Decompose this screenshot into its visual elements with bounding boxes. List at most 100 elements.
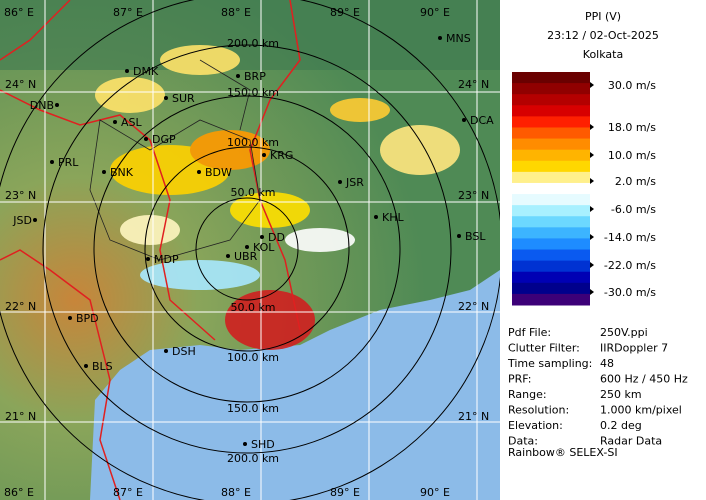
info-key: PRF: [508,373,531,386]
color-step [512,105,590,117]
place-dot [457,234,461,238]
place-dot [338,180,342,184]
place-label: KHL [382,211,404,224]
legend-arrow [590,234,594,240]
color-step [512,138,590,151]
place-label: BNK [110,166,134,179]
place-label: BSL [465,230,486,243]
place-dot [262,153,266,157]
latitude-label: 21° N [5,410,36,423]
color-step [512,127,590,140]
range-label: 150.0 km [227,402,279,415]
place-label: KOL [253,241,275,254]
info-key: Pdf File: [508,326,551,339]
graticule [0,0,500,500]
place-dot [113,120,117,124]
range-label: 100.0 km [227,136,279,149]
range-label: 50.0 km [230,186,275,199]
color-step [512,194,590,206]
place-label: BPD [76,312,99,325]
longitude-label: 86° E [4,6,34,19]
place-label: DD [268,231,285,244]
color-step [512,282,590,295]
place-label: DGP [152,133,176,146]
map-text: 86° E 86° E 87° E 87° E 88° E 88° E 89° E 89° E… [4,6,494,499]
place-dot [144,137,148,141]
place-dot [33,218,37,222]
place-dot [197,170,201,174]
legend-label: 18.0 m/s [608,121,656,134]
place-label: BLS [92,360,113,373]
place-label: KRG [270,149,293,162]
longitude-label: 87° E [113,6,143,19]
station: Kolkata [583,48,623,61]
legend-arrow [590,124,594,130]
legend-label: 2.0 m/s [615,175,656,188]
place-label: BDW [205,166,232,179]
place-label: MNS [446,32,471,45]
place-dot [374,215,378,219]
time: 23:12 / 02-Oct-2025 [547,29,659,42]
latitude-label: 21° N [458,410,489,423]
color-step [512,227,590,239]
info-key: Elevation: [508,419,563,432]
color-step [512,116,590,128]
place-dot [164,349,168,353]
longitude-label: 89° E [330,486,360,499]
legend-label: -6.0 m/s [611,203,656,216]
longitude-label: 88° E [221,486,251,499]
color-step [512,72,590,84]
place-dot [438,36,442,40]
place-dot [226,254,230,258]
latitude-label: 24° N [458,78,489,91]
color-step [512,171,590,184]
place-dot [164,96,168,100]
place-label: JSR [345,176,364,189]
place-label: ASL [121,116,143,129]
latitude-label: 24° N [5,78,36,91]
echoes [95,45,460,350]
range-label: 50.0 km [230,301,275,314]
longitude-label: 87° E [113,486,143,499]
info-value: 48 [600,357,614,370]
info-key: Resolution: [508,404,569,417]
info-value: Radar Data [600,435,662,448]
info-value: 250 km [600,388,642,401]
sea [90,270,500,500]
legend-arrow [590,206,594,212]
color-step [512,271,590,284]
place-dot [68,316,72,320]
place-label: DCA [470,114,494,127]
place-dot [102,170,106,174]
legend-label: 10.0 m/s [608,149,656,162]
districts [89,59,261,261]
place-label: DMK [133,65,159,78]
color-step [512,83,590,95]
range-label: 150.0 km [227,86,279,99]
info-key: Range: [508,388,547,401]
info-value: 250V.ppi [600,326,648,339]
legend-arrow [590,152,594,158]
legend-label: -14.0 m/s [604,231,656,244]
place-label: SHD [251,438,275,451]
range-label: 200.0 km [227,37,279,50]
color-step [512,238,590,251]
legend-label: -30.0 m/s [604,286,656,299]
colorbar: 30.0 m/s 18.0 m/s 10.0 m/s 2.0 m/s -6.0 m/s -… [512,72,656,306]
place-dot [146,257,150,261]
place-dot [84,364,88,368]
title: PPI (V) [585,10,621,23]
place-dot [236,74,240,78]
latitude-label: 23° N [5,189,36,202]
info-value: 600 Hz / 450 Hz [600,373,688,386]
borders [0,0,301,500]
map: 86° E 86° E 87° E 87° E 88° E 88° E 89° E 89° E… [0,0,500,500]
info-value: 1.000 km/pixel [600,404,682,417]
place-dot [462,118,466,122]
place-label: BRP [244,70,266,83]
longitude-label: 90° E [420,486,450,499]
place-dot [260,235,264,239]
color-step [512,293,590,306]
color-step [512,216,590,228]
